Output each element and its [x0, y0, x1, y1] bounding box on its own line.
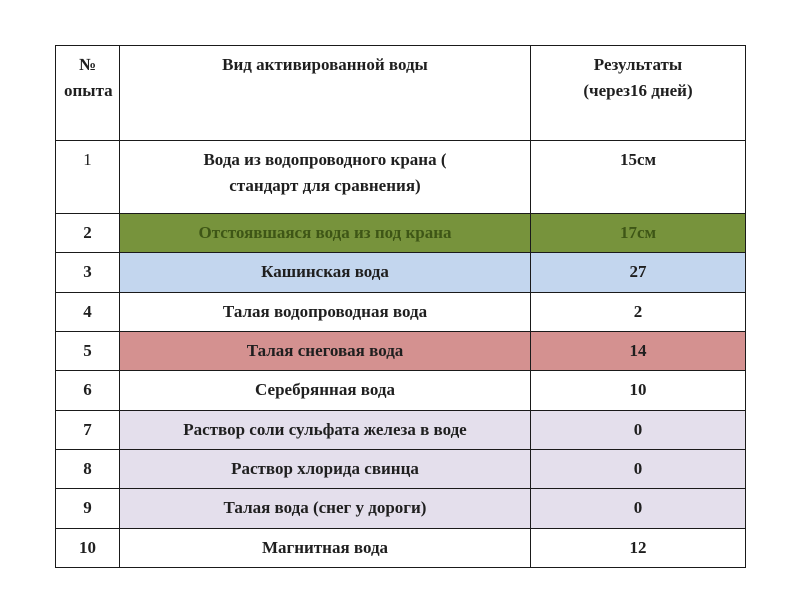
- table-row: 4 Талая водопроводная вода 2: [55, 291, 746, 333]
- row-experiment-number: 7: [55, 409, 120, 451]
- table-row: 10 Магнитная вода 12: [55, 527, 746, 569]
- row-result: 10: [530, 370, 746, 411]
- row-water-type: Отстоявшаяся вода из под крана: [119, 212, 531, 254]
- table-row: 8 Раствор хлорида свинца 0: [55, 449, 746, 490]
- header-experiment-number: № опыта: [55, 45, 120, 141]
- row-experiment-number: 4: [55, 291, 120, 333]
- row-experiment-number: 5: [55, 331, 120, 372]
- row-experiment-number: 2: [55, 212, 120, 254]
- row-experiment-number: 8: [55, 449, 120, 490]
- row-water-type: Талая вода (снег у дороги): [119, 488, 531, 529]
- table-row: 5 Талая снеговая вода 14: [55, 331, 746, 372]
- row-water-type: Раствор хлорида свинца: [119, 449, 531, 490]
- header-row: № опыта Вид активированной воды Результа…: [55, 45, 746, 141]
- row-water-type: Вода из водопроводного крана ( стандарт …: [119, 140, 531, 214]
- row-water-type: Кашинская вода: [119, 252, 531, 293]
- table-row: 2 Отстоявшаяся вода из под крана 17см: [55, 212, 746, 254]
- table-row: 1 Вода из водопроводного крана ( стандар…: [55, 140, 746, 214]
- row-result: 15см: [530, 140, 746, 214]
- table-row: 3 Кашинская вода 27: [55, 252, 746, 293]
- row-experiment-number: 9: [55, 488, 120, 529]
- row-result: 27: [530, 252, 746, 293]
- row-result: 0: [530, 488, 746, 529]
- table-row: 7 Раствор соли сульфата железа в воде 0: [55, 409, 746, 451]
- table-row: 9 Талая вода (снег у дороги) 0: [55, 488, 746, 529]
- row-result: 12: [530, 527, 746, 569]
- row-result: 2: [530, 291, 746, 333]
- row-experiment-number: 10: [55, 527, 120, 569]
- header-results: Результаты (через16 дней): [530, 45, 746, 141]
- table-row: 6 Серебрянная вода 10: [55, 370, 746, 411]
- row-water-type: Серебрянная вода: [119, 370, 531, 411]
- row-water-type: Раствор соли сульфата железа в воде: [119, 409, 531, 451]
- row-experiment-number: 3: [55, 252, 120, 293]
- row-result: 0: [530, 409, 746, 451]
- row-water-type: Магнитная вода: [119, 527, 531, 569]
- results-table: № опыта Вид активированной воды Результа…: [55, 45, 746, 569]
- row-experiment-number: 1: [55, 140, 120, 214]
- row-result: 0: [530, 449, 746, 490]
- row-water-type: Талая снеговая вода: [119, 331, 531, 372]
- table-body: 1 Вода из водопроводного крана ( стандар…: [55, 140, 746, 569]
- row-water-type: Талая водопроводная вода: [119, 291, 531, 333]
- row-experiment-number: 6: [55, 370, 120, 411]
- row-result: 14: [530, 331, 746, 372]
- header-water-type: Вид активированной воды: [119, 45, 531, 141]
- row-result: 17см: [530, 212, 746, 254]
